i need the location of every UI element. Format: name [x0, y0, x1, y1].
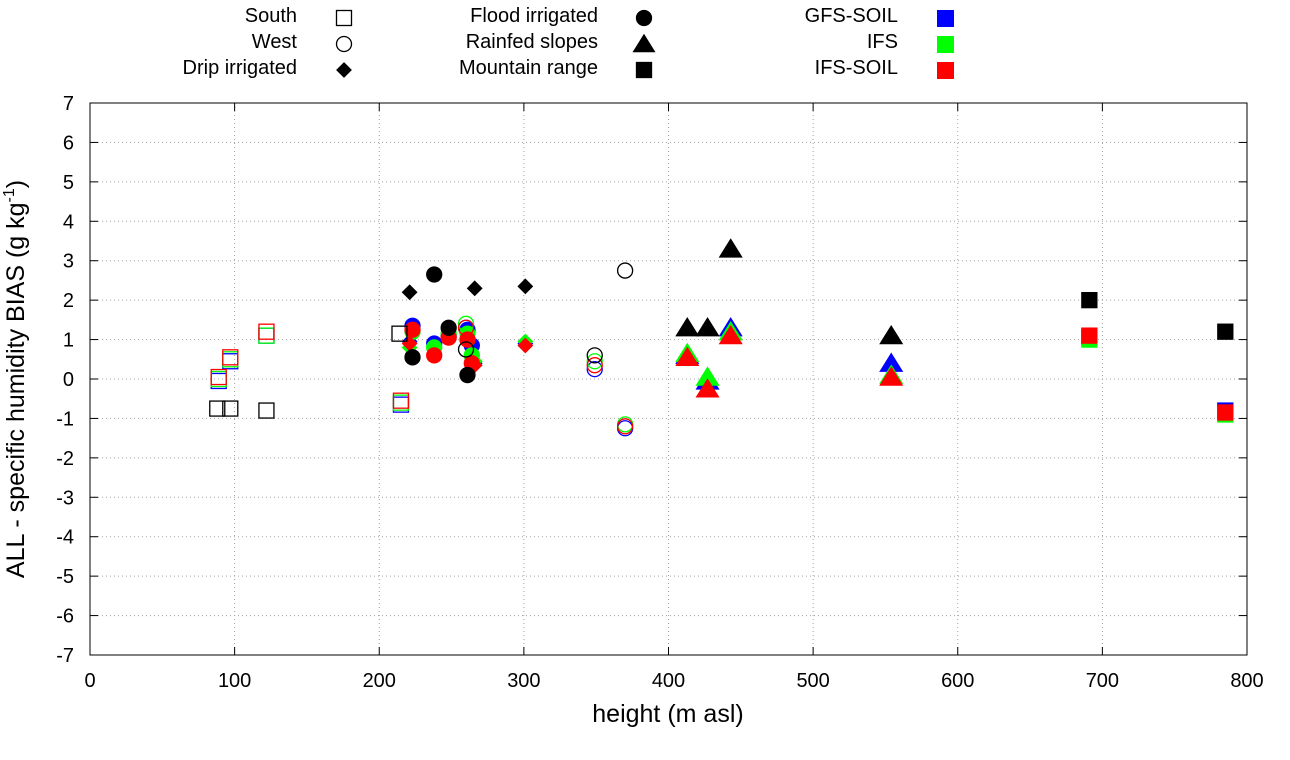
y-tick-label: -7	[56, 645, 74, 667]
data-point	[1217, 323, 1234, 340]
x-axis-label: height (m asl)	[592, 700, 743, 728]
y-tick-label: 7	[63, 93, 74, 115]
data-point	[616, 262, 634, 279]
data-point	[404, 321, 421, 338]
x-tick-label: 500	[796, 670, 829, 692]
data-point	[401, 284, 418, 301]
data-point	[404, 349, 421, 366]
x-tick-label: 100	[218, 670, 251, 692]
legend-label: Flood irrigated	[470, 5, 598, 27]
y-tick-label: 0	[63, 369, 74, 391]
data-point	[1217, 404, 1234, 421]
y-axis-label: ALL - specific humidity BIAS (g kg-1)	[1, 180, 30, 578]
legend-label: Drip irrigated	[183, 57, 297, 79]
x-tick-label: 400	[652, 670, 685, 692]
data-point	[718, 324, 743, 345]
data-point	[258, 327, 275, 344]
legend-label: South	[245, 5, 297, 27]
legend-swatch	[937, 10, 954, 27]
data-point	[258, 327, 275, 344]
x-tick-label: 600	[941, 670, 974, 692]
data-point	[586, 360, 603, 378]
data-point	[459, 366, 476, 384]
y-tick-label: 6	[63, 132, 74, 154]
y-tick-label: 2	[63, 290, 74, 312]
data-point	[879, 366, 904, 386]
y-tick-label: 3	[63, 251, 74, 273]
y-tick-label: -1	[56, 408, 74, 430]
data-point	[586, 353, 603, 370]
legend-marker	[635, 9, 653, 27]
y-axis-label-superscript: -1	[1, 188, 18, 202]
data-point	[517, 278, 534, 295]
legend-marker	[335, 35, 353, 53]
data-point	[457, 341, 475, 358]
legend-label: GFS-SOIL	[805, 5, 898, 27]
legend-marker	[335, 9, 353, 27]
data-point	[675, 317, 700, 337]
data-point	[695, 378, 720, 398]
x-tick-label: 300	[507, 670, 540, 692]
data-point	[586, 347, 603, 364]
y-tick-label: -6	[56, 606, 74, 628]
x-tick-label: 200	[363, 670, 396, 692]
legend-label: West	[252, 31, 298, 53]
data-point	[1081, 327, 1098, 344]
data-point	[879, 324, 904, 345]
y-tick-label: -3	[56, 487, 74, 509]
data-point	[258, 323, 275, 340]
legend-marker	[635, 61, 653, 79]
axis-ticks: 0 100 200 300 400 500 600 700 800 -7 -6 -5 -4 -3 -2 -1 0…	[56, 93, 1263, 692]
data-point	[222, 349, 239, 366]
legend-label: Mountain range	[459, 57, 598, 79]
data-point	[517, 337, 534, 354]
data-point	[426, 266, 443, 283]
data-point	[258, 402, 275, 419]
y-tick-label: 1	[63, 330, 74, 352]
data-point	[695, 317, 720, 337]
grid	[90, 103, 1247, 655]
x-tick-label: 800	[1230, 670, 1263, 692]
data-point	[586, 357, 603, 374]
legend: South West Drip irrigated Flood irrigated Ra…	[183, 5, 954, 79]
data-points	[209, 238, 1234, 437]
legend-label: IFS	[867, 31, 898, 53]
plot-frame	[89, 102, 1248, 656]
data-point	[616, 418, 634, 435]
y-tick-label: 5	[63, 172, 74, 194]
y-tick-label: -2	[56, 448, 74, 470]
data-point	[1081, 291, 1098, 309]
data-point	[210, 368, 227, 386]
y-tick-label: -5	[56, 566, 74, 588]
data-point	[392, 392, 410, 409]
data-point	[718, 238, 743, 258]
y-tick-label: -4	[56, 527, 74, 549]
y-axis-label-close: )	[2, 180, 30, 188]
data-point	[466, 280, 483, 297]
data-point	[675, 346, 700, 366]
legend-swatch	[937, 62, 954, 79]
data-point	[209, 400, 226, 417]
data-point	[440, 319, 457, 336]
legend-marker	[336, 62, 352, 78]
x-tick-label: 700	[1086, 670, 1119, 692]
y-axis-label-main: ALL - specific humidity BIAS (g kg	[2, 202, 30, 578]
x-tick-label: 0	[84, 670, 95, 692]
legend-swatch	[937, 36, 954, 53]
y-tick-label: 4	[63, 211, 74, 233]
legend-label: Rainfed slopes	[466, 31, 598, 53]
data-point	[222, 400, 239, 417]
legend-marker	[632, 33, 656, 53]
data-point	[391, 325, 408, 342]
legend-label: IFS-SOIL	[815, 57, 898, 79]
data-point	[426, 347, 443, 364]
